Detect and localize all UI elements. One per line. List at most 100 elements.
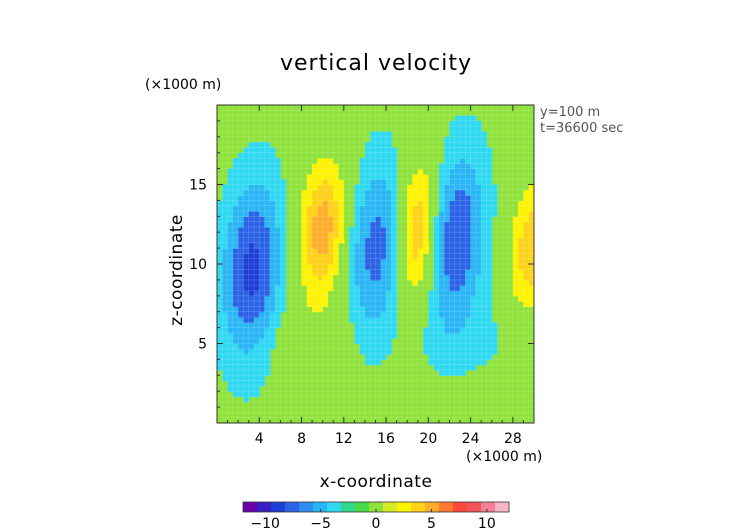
field-cell	[275, 269, 281, 276]
field-cell	[428, 158, 435, 164]
field-cell	[386, 237, 392, 244]
field-cell	[507, 221, 514, 228]
field-cell	[296, 221, 303, 228]
field-cell	[407, 163, 414, 170]
field-cell	[333, 242, 340, 249]
field-cell	[232, 290, 239, 297]
field-cell	[238, 322, 245, 329]
field-cell	[486, 221, 493, 228]
field-cell	[354, 285, 361, 292]
field-cell	[253, 269, 260, 276]
field-cell	[354, 232, 361, 239]
field-cell	[269, 221, 276, 228]
field-cell	[502, 237, 509, 244]
field-cell	[338, 205, 345, 212]
field-cell	[317, 168, 324, 175]
field-cell	[259, 142, 266, 148]
field-cell	[306, 306, 313, 313]
field-cell	[428, 306, 435, 313]
field-cell	[481, 179, 488, 186]
field-cell	[481, 264, 488, 270]
field-cell	[290, 311, 297, 318]
field-cell	[417, 205, 424, 212]
field-cell	[417, 184, 424, 191]
field-cell	[280, 216, 287, 223]
field-cell	[275, 158, 281, 164]
field-cell	[354, 295, 361, 302]
field-cell	[275, 211, 281, 217]
field-cell	[428, 311, 435, 318]
field-cell	[444, 195, 451, 201]
field-cell	[502, 279, 509, 286]
field-cell	[264, 301, 271, 307]
field-cell	[222, 317, 229, 323]
field-cell	[290, 338, 297, 345]
field-cell	[275, 274, 281, 281]
field-cell	[528, 311, 534, 318]
field-cell	[354, 306, 361, 313]
field-cell	[248, 290, 255, 297]
field-cell	[428, 295, 435, 302]
field-cell	[222, 322, 229, 329]
colorbar-swatch	[355, 502, 370, 512]
field-cell	[433, 354, 440, 360]
field-cell	[386, 211, 392, 217]
field-cell	[512, 232, 519, 239]
field-cell	[475, 237, 482, 244]
field-cell	[370, 152, 377, 159]
field-cell	[301, 274, 308, 281]
field-cell	[460, 248, 466, 254]
field-cell	[460, 163, 466, 170]
field-cell	[518, 189, 525, 196]
field-cell	[444, 211, 451, 217]
field-cell	[507, 226, 514, 233]
field-cell	[454, 216, 461, 223]
field-cell	[243, 264, 250, 270]
field-cell	[238, 179, 245, 186]
field-cell	[481, 168, 488, 175]
field-cell	[290, 322, 297, 329]
field-cell	[481, 147, 488, 154]
field-cell	[523, 285, 530, 292]
field-cell	[491, 184, 498, 191]
field-cell	[449, 364, 456, 371]
field-cell	[333, 274, 340, 281]
field-cell	[407, 253, 414, 260]
field-cell	[481, 322, 488, 329]
field-cell	[217, 274, 223, 281]
field-cell	[475, 205, 482, 212]
field-cell	[301, 179, 308, 186]
x-tick-label: 4	[255, 431, 264, 447]
field-cell	[259, 327, 266, 334]
field-cell	[454, 311, 461, 318]
field-cell	[243, 173, 250, 180]
field-cell	[528, 269, 534, 276]
field-cell	[301, 221, 308, 228]
field-cell	[317, 189, 324, 196]
field-cell	[333, 179, 340, 186]
field-cell	[306, 237, 313, 244]
colorbar-swatch	[285, 502, 300, 512]
field-cell	[380, 163, 387, 170]
field-cell	[407, 301, 414, 307]
field-cell	[232, 327, 239, 334]
field-cell	[523, 152, 530, 159]
field-cell	[333, 158, 340, 164]
field-cell	[364, 264, 371, 270]
field-cell	[243, 152, 250, 159]
field-cell	[359, 211, 366, 217]
field-cell	[238, 269, 245, 276]
field-cell	[290, 221, 297, 228]
field-cell	[354, 237, 361, 244]
field-cell	[364, 173, 371, 180]
field-cell	[375, 200, 382, 207]
field-cell	[280, 189, 287, 196]
field-cell	[380, 290, 387, 297]
field-cell	[280, 274, 287, 281]
field-cell	[407, 205, 414, 212]
field-cell	[280, 264, 287, 270]
field-cell	[248, 189, 255, 196]
field-cell	[518, 306, 525, 313]
field-cell	[449, 248, 456, 254]
field-cell	[401, 184, 408, 191]
